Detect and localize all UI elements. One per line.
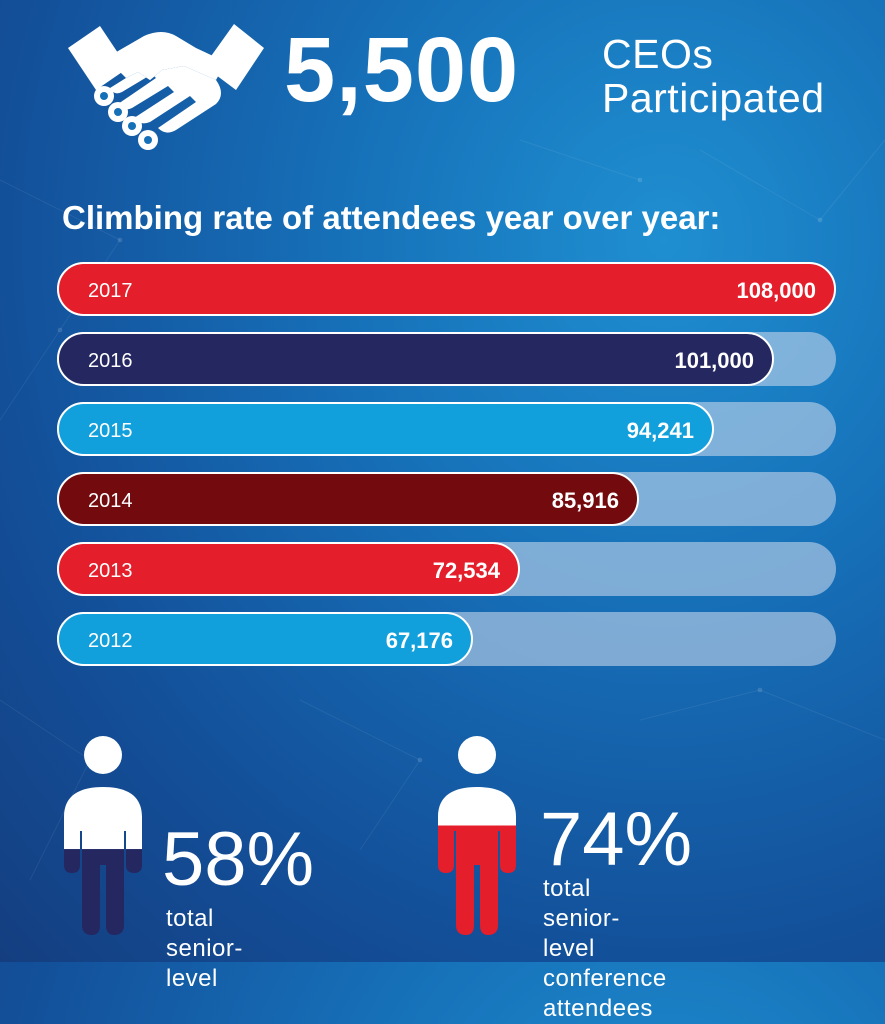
stat-description-line: total senior-level: [166, 905, 243, 992]
bar-year-label: 2012: [88, 630, 133, 652]
bar-value-label: 72,534: [432, 558, 500, 583]
bar-value-label: 85,916: [551, 488, 619, 513]
stat-percent: 74%: [540, 797, 693, 882]
ceo-label-line2: Participated: [602, 75, 825, 121]
person-icon: [438, 736, 516, 935]
chart-title: Climbing rate of attendees year over yea…: [62, 199, 721, 236]
bar-value-label: 67,176: [385, 628, 453, 653]
ceo-count-label: CEOs Participated: [602, 32, 825, 120]
stat-description-line: total senior-level: [543, 875, 620, 962]
attendees-bar-chart: 2017 108,000 2016 101,000 2015 94,241 2014 85,9…: [57, 262, 838, 672]
bar-year-label: 2017: [88, 280, 133, 302]
ceo-count: 5,500: [284, 19, 520, 121]
bar-value-label: 94,241: [626, 418, 694, 443]
bar-2012: 2012 67,176: [57, 612, 473, 666]
bar-year-label: 2015: [88, 420, 133, 442]
bar-track: 2016 101,000: [57, 332, 836, 386]
person-body-unfilled: [64, 787, 142, 850]
bar-2014: 2014 85,916: [57, 472, 639, 526]
person-head: [84, 736, 122, 774]
stat-description: total senior-level conference attendees: [543, 874, 667, 1024]
bar-value-label: 101,000: [674, 348, 754, 373]
person-body-unfilled: [438, 787, 516, 826]
bar-2016: 2016 101,000: [57, 332, 774, 386]
bar-track: 2014 85,916: [57, 472, 836, 526]
bar-2015: 2015 94,241: [57, 402, 714, 456]
stat-description: total senior-level: [166, 904, 243, 994]
bar-year-label: 2014: [88, 490, 133, 512]
bar-track: 2012 67,176: [57, 612, 836, 666]
person-head: [458, 736, 496, 774]
bar-track: 2013 72,534: [57, 542, 836, 596]
bar-track: 2017 108,000: [57, 262, 836, 316]
ceo-label-line1: CEOs: [602, 31, 714, 77]
network-background: [0, 0, 885, 962]
bar-track: 2015 94,241: [57, 402, 836, 456]
bar-2013: 2013 72,534: [57, 542, 520, 596]
stat-percent: 58%: [162, 817, 315, 902]
person-body-filled: [64, 849, 142, 935]
person-icon: [64, 736, 142, 935]
bar-year-label: 2013: [88, 560, 133, 582]
bar-year-label: 2016: [88, 350, 133, 372]
bar-value-label: 108,000: [736, 278, 816, 303]
person-body-filled: [438, 825, 516, 935]
bar-2017: 2017 108,000: [57, 262, 836, 316]
handshake-icon: [68, 24, 264, 150]
stat-description-line: conference attendees: [543, 965, 667, 1022]
